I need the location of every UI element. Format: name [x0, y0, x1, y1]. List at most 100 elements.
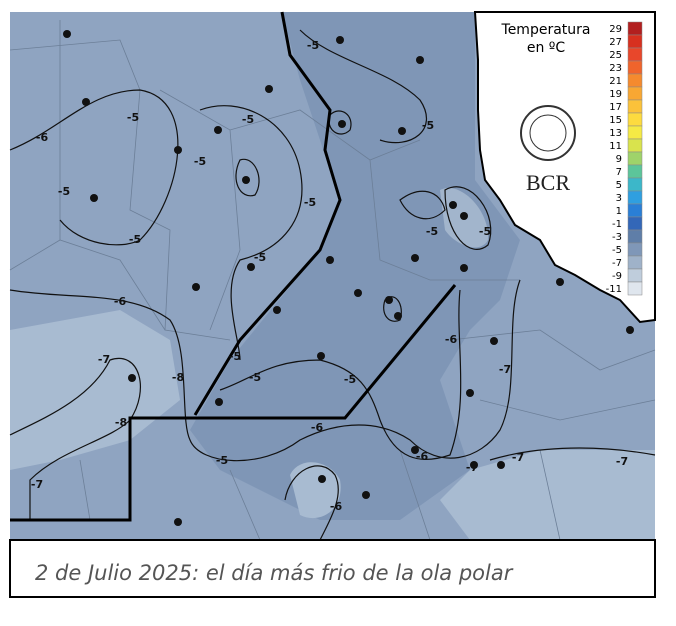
scale-label: 11: [609, 141, 622, 152]
scale-label: 17: [609, 102, 622, 113]
station: [317, 352, 325, 360]
station: [394, 312, 402, 320]
scale-swatch: [627, 281, 643, 296]
station: [215, 398, 223, 406]
scale-swatch: [627, 268, 643, 283]
contour-label: -6: [445, 333, 458, 346]
station: [265, 85, 273, 93]
logo-text: BCR: [526, 170, 570, 195]
station: [460, 264, 468, 272]
contour-label: -7: [466, 461, 478, 474]
contour-label: -6: [114, 295, 127, 308]
legend-title: Temperatura: [501, 22, 591, 38]
scale-swatch: [627, 60, 643, 75]
contour-label: -5: [254, 251, 266, 264]
station: [416, 56, 424, 64]
scale-swatch: [627, 73, 643, 88]
color-scale: 29 27 25 23 21 19 17 15 13 11 9 7 5 3 1 -1 -3 -5 -7 -9 -11: [606, 21, 643, 296]
scale-swatch: [627, 99, 643, 114]
station: [449, 201, 457, 209]
scale-label: -1: [612, 219, 622, 230]
scale-label: 23: [609, 63, 622, 74]
scale-swatch: [627, 151, 643, 166]
station: [318, 475, 326, 483]
scale-swatch: [627, 21, 643, 36]
scale-swatch: [627, 203, 643, 218]
contour-label: -6: [311, 421, 324, 434]
scale-label: -9: [612, 271, 622, 282]
contour-label: -5: [304, 196, 316, 209]
station: [398, 127, 406, 135]
station: [470, 461, 478, 469]
scale-swatch: [627, 190, 643, 205]
borders: [10, 11, 457, 522]
scale-label: 5: [616, 180, 622, 191]
scale-label: -7: [612, 258, 622, 269]
scale-swatch: [627, 242, 643, 257]
caption: 2 de Julio 2025: el día más frio de la o…: [35, 561, 514, 585]
station: [556, 278, 564, 286]
station: [192, 283, 200, 291]
scale-swatch: [627, 255, 643, 270]
contour-label: -7: [512, 451, 524, 464]
legend-area: [473, 11, 656, 324]
scale-swatch: [627, 177, 643, 192]
contour-label: -6: [36, 131, 49, 144]
scale-label: 3: [616, 193, 622, 204]
logo: [520, 105, 576, 161]
station: [247, 263, 255, 271]
contour-label: -5: [58, 185, 70, 198]
scale-label: 13: [609, 128, 622, 139]
scale-swatch: [627, 125, 643, 140]
contour-label: -8: [172, 371, 184, 384]
station: [385, 296, 393, 304]
station: [497, 461, 505, 469]
contour-label: -5: [242, 113, 254, 126]
scale-swatch: [627, 34, 643, 49]
contour-label: -5: [426, 225, 438, 238]
scale-swatch: [627, 47, 643, 62]
contour-label: -5: [307, 39, 319, 52]
station: [466, 389, 474, 397]
contour-label: -5: [229, 350, 241, 363]
station: [273, 306, 281, 314]
station: [411, 446, 419, 454]
contour-label: -5: [249, 371, 261, 384]
station: [63, 30, 71, 38]
station: [242, 176, 250, 184]
scale-label: 21: [609, 76, 622, 87]
contour-lines: [9, 29, 656, 541]
contour-label: -7: [31, 478, 43, 491]
scale-label: 27: [609, 37, 622, 48]
station: [326, 256, 334, 264]
contour-label: -8: [115, 416, 127, 429]
contour-label: -5: [216, 454, 228, 467]
contour-label: -6: [330, 500, 343, 513]
contour-label: -5: [129, 233, 141, 246]
station: [490, 337, 498, 345]
station: [128, 374, 136, 382]
station: [354, 289, 362, 297]
scale-label: 7: [616, 167, 622, 178]
scale-label: 15: [609, 115, 622, 126]
scale-swatch: [627, 138, 643, 153]
scale-label: 9: [616, 154, 622, 165]
station: [90, 194, 98, 202]
scale-swatch: [627, 216, 643, 231]
station: [174, 518, 182, 526]
scale-label: -3: [612, 232, 622, 243]
contour-label: -7: [499, 363, 511, 376]
scale-swatch: [627, 86, 643, 101]
station: [82, 98, 90, 106]
stations: [63, 30, 634, 526]
station: [362, 491, 370, 499]
contour-label: -7: [616, 455, 628, 468]
station: [174, 146, 182, 154]
contour-label: -5: [127, 111, 139, 124]
scale-label: -11: [606, 284, 622, 295]
caption-box: [9, 539, 656, 598]
scale-swatch: [627, 229, 643, 244]
scale-label: 1: [616, 206, 622, 217]
scale-label: 25: [609, 50, 622, 61]
station: [460, 212, 468, 220]
